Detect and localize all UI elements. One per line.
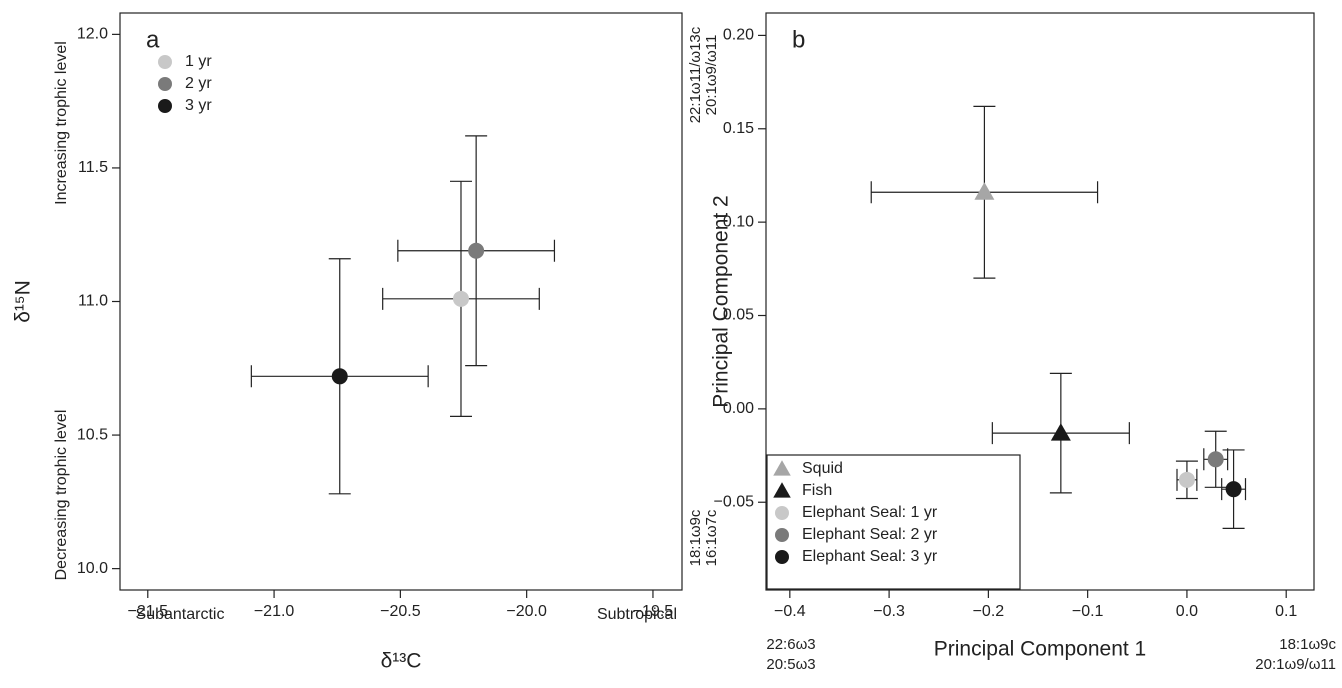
panel-label: b <box>792 26 805 53</box>
y-tick-label: 10.5 <box>77 426 108 443</box>
point <box>468 242 485 259</box>
legend-label: 1 yr <box>185 53 212 70</box>
y-tick-label: 0.15 <box>723 120 754 137</box>
legend-marker <box>158 77 172 91</box>
point <box>974 182 995 200</box>
legend-marker <box>773 482 791 498</box>
legend-marker <box>775 528 789 542</box>
y-annotation: 18:1ω9c <box>687 509 704 566</box>
point <box>1050 423 1071 441</box>
y-annotation: 16:1ω7c <box>703 509 720 566</box>
x-tick-label: −0.2 <box>973 603 1005 620</box>
x-tick-label: −0.4 <box>774 603 806 620</box>
legend-label: Elephant Seal: 3 yr <box>802 548 938 565</box>
x-axis-label: Principal Component 1 <box>934 638 1146 661</box>
y-tick-label: 0.10 <box>723 213 754 230</box>
y-tick-label: 11.0 <box>78 293 108 310</box>
point <box>1178 471 1195 488</box>
y-tick-label: 0.00 <box>723 400 754 417</box>
x-tick-label: −20.0 <box>506 603 547 620</box>
y-axis-label: Principal Component 2 <box>710 195 733 407</box>
legend-marker <box>158 99 172 113</box>
x-tick-label: −0.3 <box>873 603 905 620</box>
x-annotation: Subantarctic <box>136 606 225 623</box>
legend-marker <box>775 550 789 564</box>
x-tick-label: −20.5 <box>380 603 421 620</box>
y-tick-label: 0.05 <box>723 307 754 324</box>
legend-label: Squid <box>802 460 843 477</box>
y-tick-label: 12.0 <box>77 26 108 43</box>
legend-label: 2 yr <box>185 75 212 92</box>
y-tick-label: −0.05 <box>714 493 755 510</box>
y-tick-label: 11.5 <box>78 159 108 176</box>
panel-label: a <box>146 26 160 53</box>
legend-label: Elephant Seal: 2 yr <box>802 526 938 543</box>
point <box>452 290 469 307</box>
x-annotation: 22:6ω3 <box>766 636 815 653</box>
y-axis-label: δ¹⁵N <box>12 280 35 323</box>
y-annotation: Increasing trophic level <box>53 41 70 205</box>
x-tick-label: 0.1 <box>1275 603 1297 620</box>
point <box>331 368 348 385</box>
x-tick-label: −21.5 <box>128 603 169 620</box>
legend-label: 3 yr <box>185 97 212 114</box>
legend-marker <box>158 55 172 69</box>
y-tick-label: 0.20 <box>723 27 754 44</box>
x-tick-label: −0.1 <box>1072 603 1104 620</box>
x-annotation: Subtropical <box>597 606 677 623</box>
x-tick-label: −21.0 <box>254 603 295 620</box>
legend-label: Fish <box>802 482 832 499</box>
point <box>1207 451 1224 468</box>
x-tick-label: −19.5 <box>633 603 674 620</box>
legend-box <box>766 454 1021 590</box>
error-bars <box>870 105 1099 279</box>
x-annotation: 20:1ω9/ω11 <box>1255 656 1336 673</box>
y-annotation: Decreasing trophic level <box>53 410 70 581</box>
x-tick-label: 0.0 <box>1176 603 1198 620</box>
x-axis-label: δ¹³C <box>381 650 422 673</box>
y-tick-label: 10.0 <box>77 560 108 577</box>
point <box>1225 481 1242 498</box>
y-annotation: 22:1ω11/ω13c <box>687 26 704 123</box>
legend-marker <box>775 506 789 520</box>
legend-marker <box>773 460 791 476</box>
plot-frame <box>765 12 1315 591</box>
legend-label: Elephant Seal: 1 yr <box>802 504 938 521</box>
y-annotation: 20:1ω9/ω11 <box>703 35 720 116</box>
x-annotation: 20:5ω3 <box>766 656 815 673</box>
x-annotation: 18:1ω9c <box>1279 636 1336 653</box>
